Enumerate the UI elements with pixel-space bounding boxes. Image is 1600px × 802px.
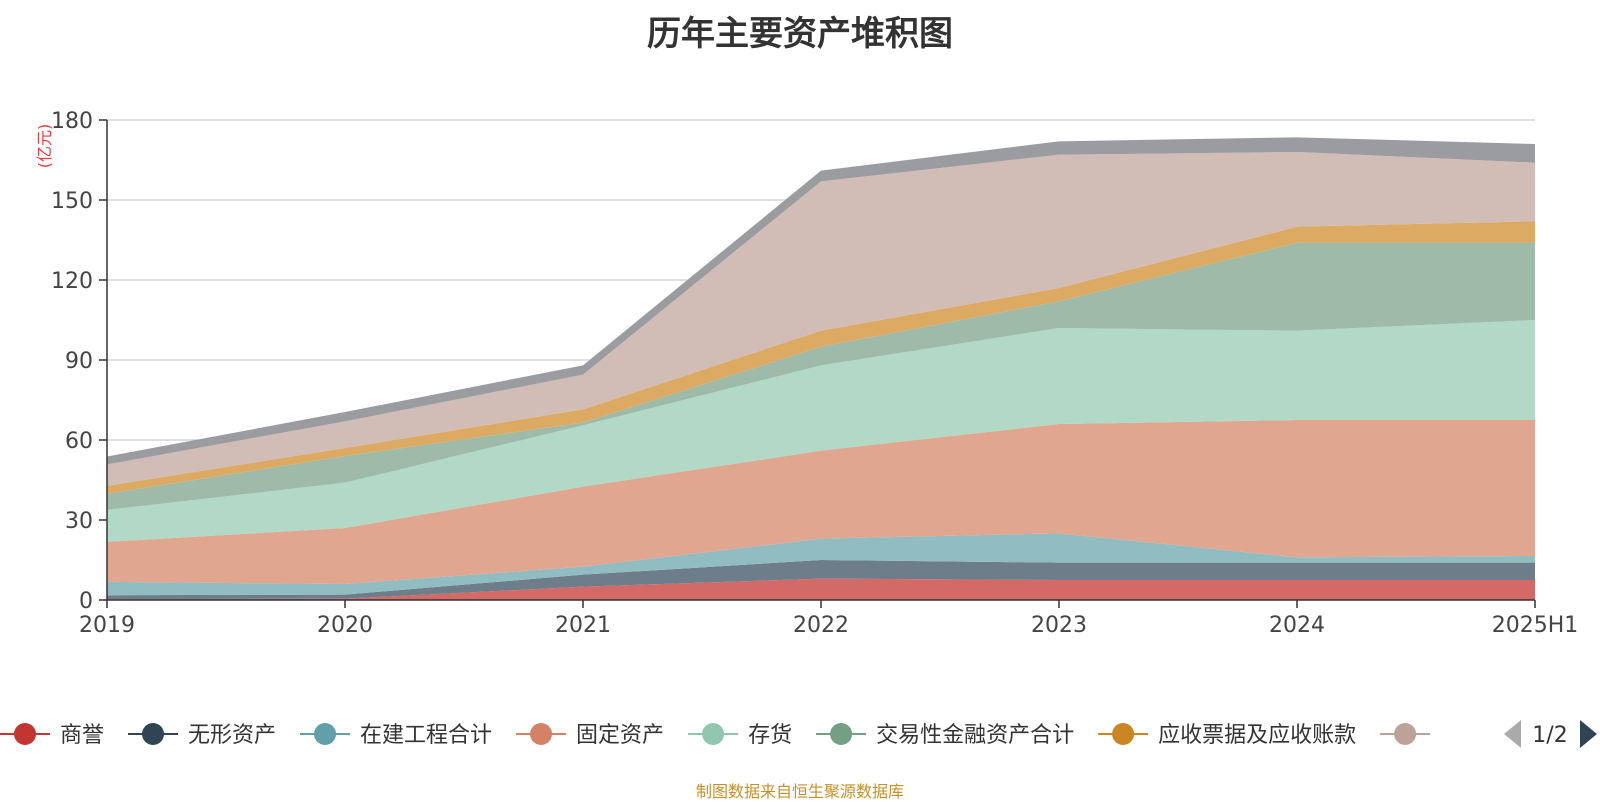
x-tick-label: 2023 — [1031, 613, 1087, 638]
legend-label: 交易性金融资产合计 — [876, 723, 1074, 748]
area-series-8 — [107, 152, 1535, 486]
x-tick-label: 2020 — [317, 613, 373, 638]
legend-marker — [830, 723, 853, 745]
legend-marker — [142, 723, 165, 745]
legend-label: 存货 — [748, 723, 792, 748]
legend-page-indicator: 1/2 — [1532, 723, 1567, 748]
y-tick-label: 90 — [65, 349, 93, 374]
y-tick-label: 60 — [65, 429, 93, 454]
legend-prev-icon[interactable] — [1504, 720, 1521, 748]
y-tick-label: 150 — [51, 189, 93, 214]
legend-marker — [1112, 723, 1135, 745]
legend-label: 商誉 — [60, 723, 104, 748]
legend-pager: 1/2 — [1504, 720, 1597, 748]
y-tick-label: 120 — [51, 269, 93, 294]
y-tick-label: 180 — [51, 109, 93, 134]
legend-item-3[interactable]: 在建工程合计 — [300, 723, 492, 748]
y-tick-label: 30 — [65, 509, 93, 534]
area-series-3 — [107, 533, 1535, 596]
area-series-6 — [107, 242, 1535, 510]
legend-label: 无形资产 — [188, 723, 276, 748]
legend-item-6[interactable]: 交易性金融资产合计 — [816, 723, 1074, 748]
legend-item-5[interactable]: 存货 — [688, 723, 792, 748]
legend-item-1[interactable]: 商誉 — [0, 723, 104, 748]
legend-marker — [1394, 723, 1417, 745]
area-series-4 — [107, 420, 1535, 584]
area-series-2 — [107, 560, 1535, 600]
legend-item-2[interactable]: 无形资产 — [128, 723, 276, 748]
data-source-note: 制图数据来自恒生聚源数据库 — [695, 782, 904, 801]
legend-item-7[interactable]: 应收票据及应收账款 — [1098, 723, 1356, 748]
legend-marker — [530, 723, 553, 745]
x-tick-label: 2022 — [793, 613, 849, 638]
x-tick-label: 2024 — [1269, 613, 1325, 638]
legend: 商誉 无形资产 在建工程合计 固定资产 存货 交易性金融资产合计 应收票据及应收账款 — [0, 723, 1431, 748]
y-axis-label: (亿元) — [35, 124, 54, 169]
area-series-9 — [107, 137, 1535, 465]
x-tick-label: 2019 — [79, 613, 135, 638]
area-series-1 — [107, 578, 1535, 600]
chart-title: 历年主要资产堆积图 — [647, 14, 953, 54]
legend-label: 在建工程合计 — [360, 723, 492, 748]
area-series — [107, 137, 1535, 600]
legend-label: 应收票据及应收账款 — [1158, 723, 1356, 748]
legend-item-8[interactable] — [1380, 723, 1431, 745]
legend-marker — [14, 723, 36, 745]
x-tick-label: 2025H1 — [1492, 613, 1579, 638]
legend-marker — [314, 723, 337, 745]
y-tick-label: 0 — [79, 589, 93, 614]
axes: 0 30 60 90 120 150 180 2019 2020 2021 2022 2023 2024… — [51, 109, 1578, 638]
legend-item-4[interactable]: 固定资产 — [516, 723, 664, 748]
legend-next-icon[interactable] — [1580, 720, 1597, 748]
legend-marker — [702, 723, 725, 745]
area-series-7 — [107, 221, 1535, 494]
x-tick-label: 2021 — [555, 613, 611, 638]
legend-label: 固定资产 — [576, 723, 664, 748]
area-series-5 — [107, 320, 1535, 542]
